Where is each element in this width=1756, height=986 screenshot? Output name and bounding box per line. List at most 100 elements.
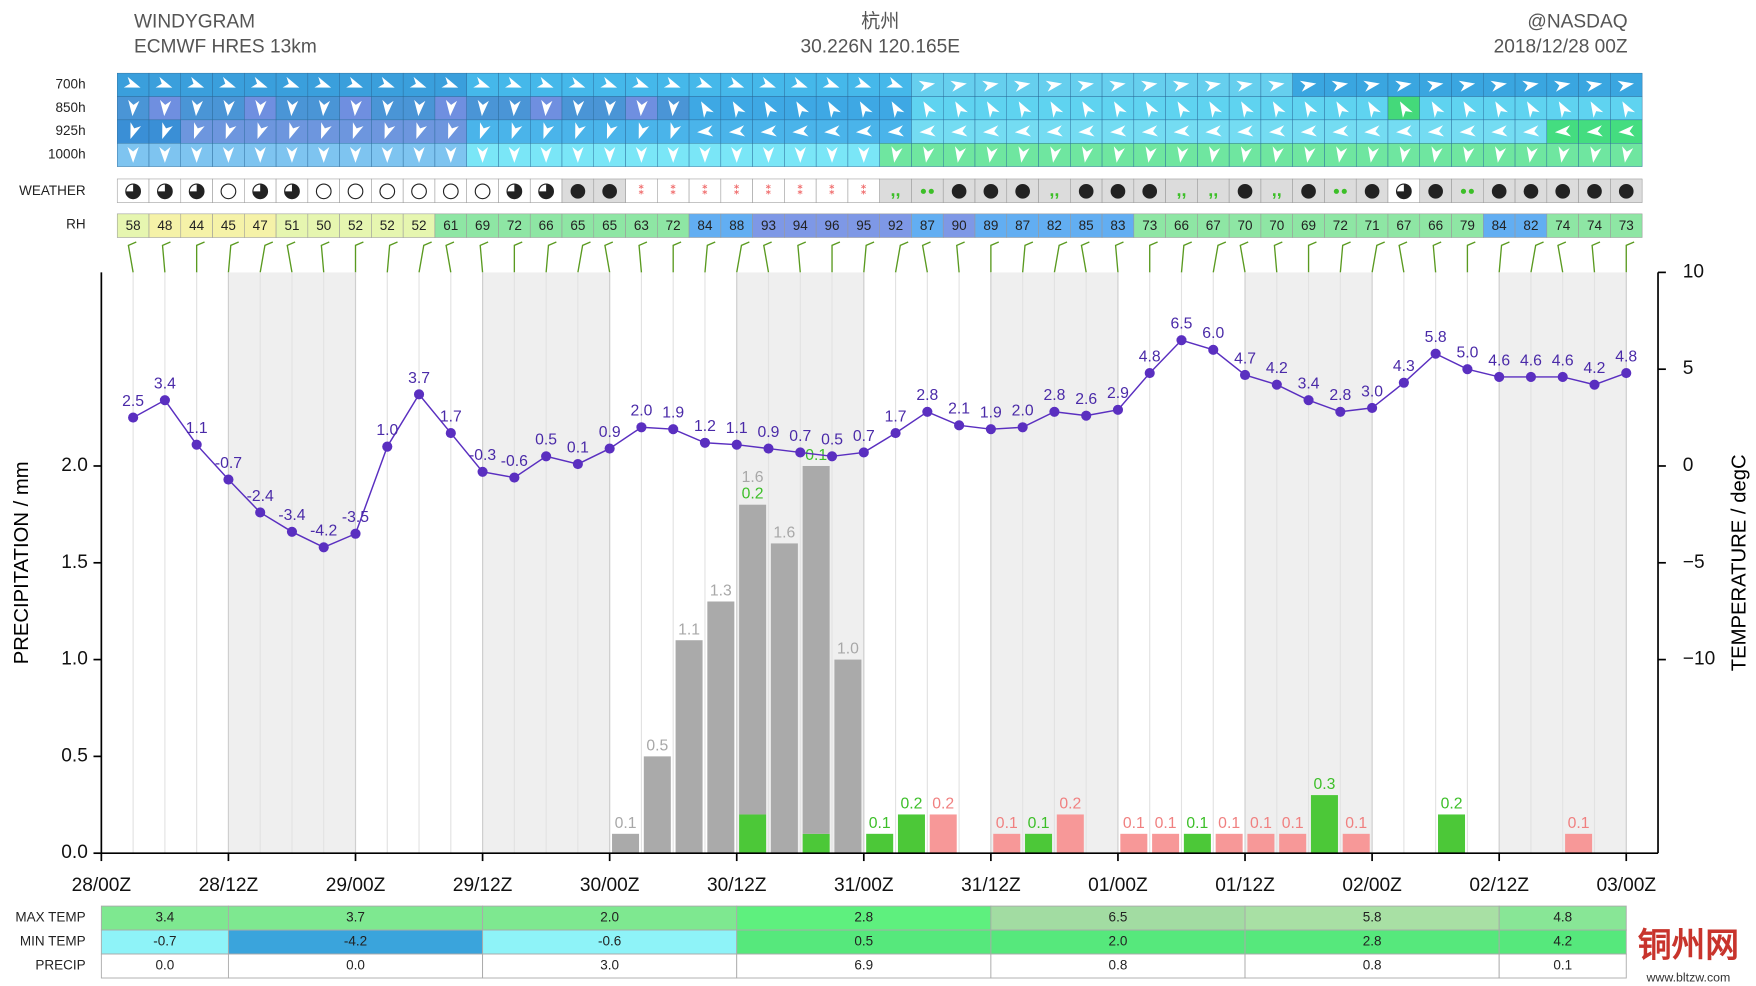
rh-value: 83 [1110,218,1125,233]
temperature-point [1112,404,1124,415]
precip-bar [739,504,767,815]
wind-arrow [191,99,203,117]
table-value: 0.8 [1109,958,1128,973]
wind-barb [1339,241,1351,273]
wind-arrow [1618,125,1635,137]
temperature-label: -4.2 [310,523,337,540]
weather-icon: ⁑ [765,184,771,198]
table-value: 0.1 [1553,958,1572,973]
wind-arrow [219,76,236,88]
temperature-point [1525,371,1537,382]
table-value: -0.7 [153,934,176,949]
precip-bar [1056,814,1084,854]
wind-barb [320,241,330,273]
rh-value: 94 [793,218,809,233]
wind-arrow [887,125,904,137]
wind-barb [1053,241,1068,273]
wind-arrow [663,76,681,88]
temperature-label: 3.7 [408,370,430,387]
wind-arrow [1272,101,1286,118]
wind-barb [736,241,750,273]
precip-bar [1279,833,1307,854]
rh-value: 73 [1619,218,1634,233]
wind-arrow [448,122,459,139]
weather-icon [189,184,204,199]
wind-arrow [1396,125,1413,137]
wind-arrow [1590,101,1604,118]
temperature-point [1367,402,1378,413]
wind-arrow [349,147,362,163]
rh-value: 58 [126,218,141,233]
rh-value: 79 [1460,218,1475,233]
wind-arrow [1114,101,1127,118]
wind-arrow [1177,101,1191,118]
weather-icon [474,183,491,200]
wind-arrow [287,99,299,117]
wind-arrow [1459,125,1476,137]
precip-label: 1.0 [837,641,859,658]
x-tick-label: 01/00Z [1088,875,1148,896]
table-value: 3.7 [346,910,365,925]
wind-arrow [891,146,903,163]
wind-arrow [728,125,746,137]
wind-arrow [1077,80,1094,92]
wind-arrow [1205,125,1222,137]
temperature-label: 4.3 [1393,358,1415,375]
table-row-label: PRECIP [35,958,85,973]
precip-bar [770,543,798,854]
subtitle: ECMWF HRES 13km [134,36,317,57]
wind-arrow [223,99,235,117]
wind-arrow [318,147,330,163]
wind-arrow [187,76,205,88]
precip-label: 0.1 [1218,815,1240,832]
y-tick-label: 2.0 [61,455,88,476]
x-tick-label: 31/00Z [834,875,894,896]
weather-icon [1587,184,1602,199]
rh-value: 69 [475,218,490,233]
weather-label: WEATHER [19,183,86,198]
temperature-point [477,466,488,477]
wind-barb [1530,241,1544,273]
y2-tick-label: 5 [1683,358,1694,379]
wind-arrow [886,76,903,88]
weather-icon [1555,184,1571,199]
wind-barb [418,241,432,273]
precip-label: 0.1 [1568,815,1590,832]
wind-arrow [732,101,746,118]
wind-barb [1021,241,1034,273]
weather-icon [1396,184,1412,199]
wind-arrow [826,147,838,163]
temperature-point [1081,410,1092,421]
wind-arrow [1463,146,1475,163]
wind-arrow [638,122,650,139]
wind-barb [354,241,364,273]
wind-arrow [606,122,618,139]
y2-tick-label: −5 [1683,552,1705,573]
wind-barb [545,241,557,273]
temperature-label: 0.1 [567,439,589,456]
wind-arrow [255,99,267,117]
wind-arrow [250,76,268,88]
wind-arrow [790,76,808,88]
temperature-point [954,420,965,431]
precip-label: 0.1 [996,815,1018,832]
weather-icon [379,183,396,200]
wind-barb [1307,241,1317,273]
wind-arrow [1209,101,1223,118]
wind-arrow [918,80,936,92]
weather-icon [1341,188,1347,194]
rh-value: 52 [412,218,427,233]
wind-barb [956,241,965,273]
x-tick-label: 29/12Z [453,875,513,896]
wind-barb [1180,241,1192,273]
temperature-point [826,451,838,462]
wind-arrow [1622,146,1634,163]
temperature-label: 5.0 [1456,345,1478,362]
temperature-label: -3.4 [278,507,305,524]
wind-arrow [1586,125,1603,137]
weather-icon [411,183,427,200]
rh-value: 61 [443,218,458,233]
temperature-label: 0.5 [535,432,557,449]
wind-arrow [479,122,491,139]
wind-arrow [828,101,841,118]
